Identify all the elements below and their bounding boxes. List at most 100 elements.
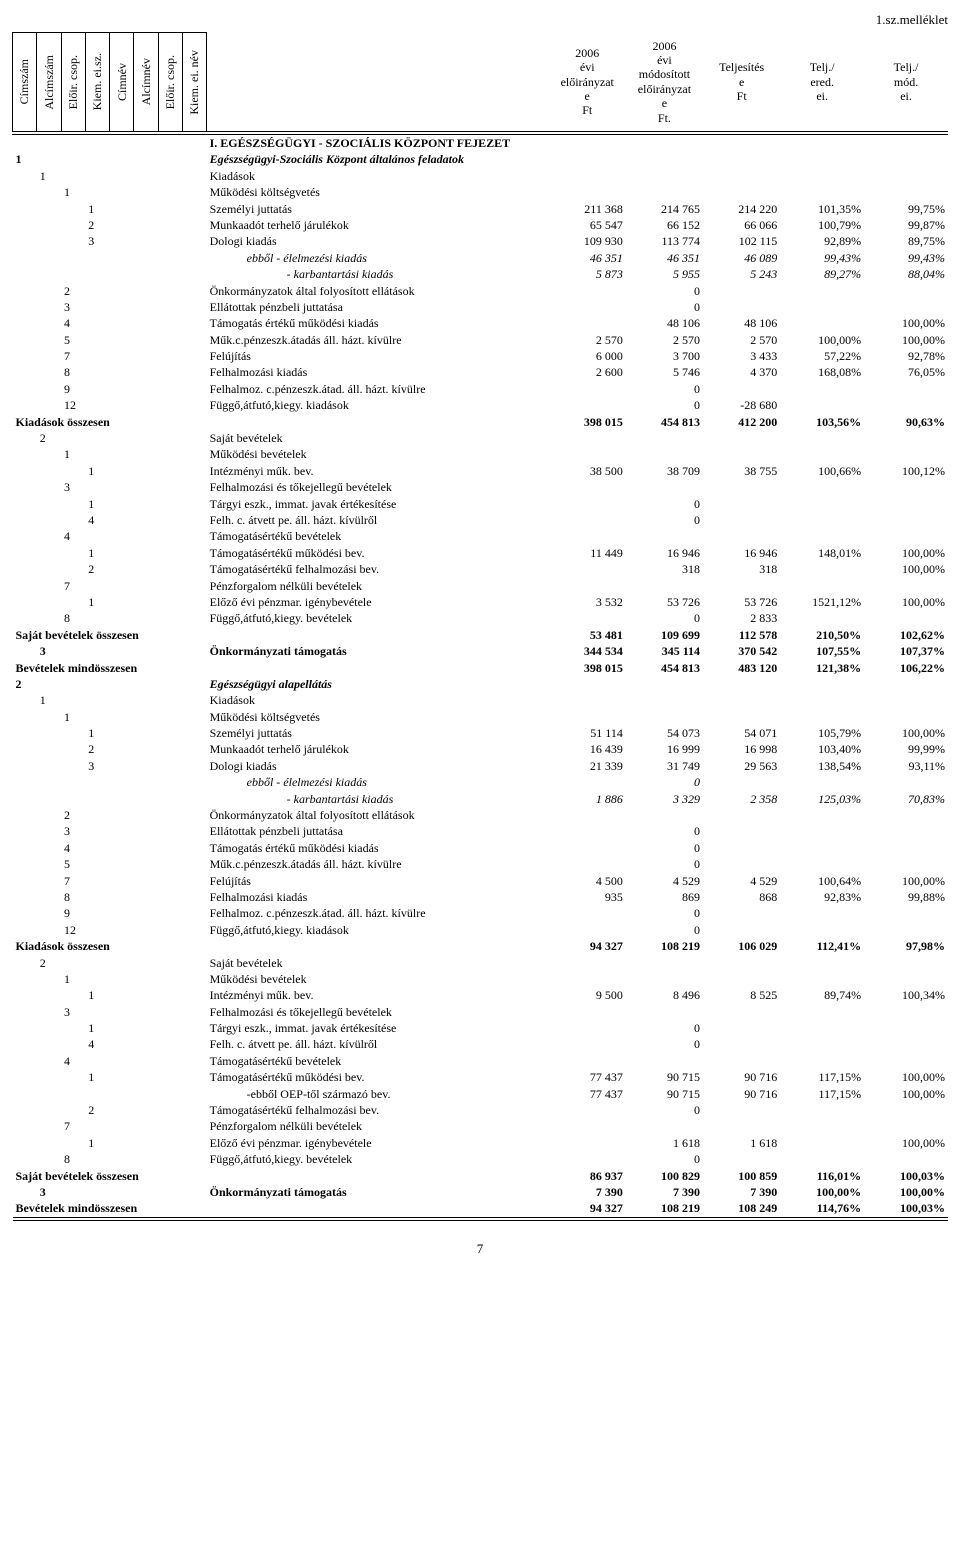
idx-cell bbox=[13, 1184, 37, 1200]
idx-cell bbox=[134, 709, 158, 725]
idx-cell bbox=[158, 971, 182, 987]
idx-cell bbox=[85, 840, 109, 856]
table-row: Kiadások összesen94 327108 219106 029112… bbox=[13, 938, 949, 954]
idx-cell: 1 bbox=[61, 446, 85, 462]
total-label: Bevételek mindösszesen bbox=[13, 660, 549, 676]
label-cell: Függő,átfutó,kiegy. bevételek bbox=[207, 1151, 549, 1167]
value-cell: 0 bbox=[626, 283, 703, 299]
idx-cell bbox=[110, 774, 134, 790]
idx-cell bbox=[182, 774, 206, 790]
idx-cell bbox=[158, 725, 182, 741]
value-cell bbox=[780, 168, 864, 184]
idx-cell bbox=[182, 889, 206, 905]
table-row: ebből - élelmezési kiadás0 bbox=[13, 774, 949, 790]
value-cell: 345 114 bbox=[626, 643, 703, 659]
value-cell: 29 563 bbox=[703, 758, 780, 774]
value-cell bbox=[703, 905, 780, 921]
value-cell bbox=[703, 299, 780, 315]
idx-cell bbox=[110, 741, 134, 757]
idx-cell bbox=[13, 1086, 37, 1102]
col-header-c4: Telj./ered.ei. bbox=[780, 33, 864, 134]
label-cell: I. EGÉSZSÉGÜGYI - SZOCIÁLIS KÖZPONT FEJE… bbox=[207, 133, 549, 151]
total-label: Bevételek mindösszesen bbox=[13, 1200, 549, 1218]
idx-cell bbox=[134, 1020, 158, 1036]
idx-cell bbox=[37, 873, 61, 889]
label-cell: Saját bevételek bbox=[207, 430, 549, 446]
value-cell: 100,00% bbox=[864, 332, 948, 348]
idx-cell bbox=[61, 463, 85, 479]
value-cell: 103,40% bbox=[780, 741, 864, 757]
label-cell: Munkaadót terhelő járulékok bbox=[207, 741, 549, 757]
idx-cell bbox=[13, 922, 37, 938]
value-cell: 99,88% bbox=[864, 889, 948, 905]
idx-cell bbox=[134, 725, 158, 741]
label-cell: Dologi kiadás bbox=[207, 758, 549, 774]
idx-cell bbox=[134, 791, 158, 807]
value-cell: 398 015 bbox=[549, 660, 626, 676]
value-cell: 0 bbox=[626, 610, 703, 626]
idx-cell bbox=[37, 709, 61, 725]
value-cell: 53 481 bbox=[549, 627, 626, 643]
idx-cell bbox=[134, 1118, 158, 1134]
idx-cell bbox=[182, 971, 206, 987]
value-cell: 3 700 bbox=[626, 348, 703, 364]
value-cell bbox=[549, 676, 626, 692]
idx-cell bbox=[37, 1053, 61, 1069]
table-row: 2Munkaadót terhelő járulékok16 43916 999… bbox=[13, 741, 949, 757]
col-header-c2: 2006évimódosítottelőirányzateFt. bbox=[626, 33, 703, 134]
value-cell bbox=[780, 283, 864, 299]
idx-cell bbox=[37, 922, 61, 938]
idx-cell bbox=[37, 725, 61, 741]
idx-cell bbox=[13, 840, 37, 856]
idx-cell bbox=[182, 332, 206, 348]
value-cell bbox=[626, 184, 703, 200]
value-cell: 107,37% bbox=[864, 643, 948, 659]
idx-cell bbox=[182, 463, 206, 479]
value-cell: 53 726 bbox=[626, 594, 703, 610]
idx-cell bbox=[182, 315, 206, 331]
idx-cell bbox=[37, 1102, 61, 1118]
value-cell: 103,56% bbox=[780, 414, 864, 430]
idx-cell: 3 bbox=[61, 1004, 85, 1020]
idx-cell bbox=[134, 955, 158, 971]
label-cell: Pénzforgalom nélküli bevételek bbox=[207, 578, 549, 594]
value-cell bbox=[780, 299, 864, 315]
idx-cell bbox=[182, 283, 206, 299]
idx-cell bbox=[182, 348, 206, 364]
idx-cell bbox=[182, 1118, 206, 1134]
idx-cell bbox=[37, 1004, 61, 1020]
idx-cell bbox=[13, 1102, 37, 1118]
table-row: 2Önkormányzatok által folyosított ellátá… bbox=[13, 283, 949, 299]
label-cell: Támogatásértékű bevételek bbox=[207, 528, 549, 544]
idx-cell bbox=[110, 233, 134, 249]
idx-cell bbox=[134, 774, 158, 790]
idx-cell bbox=[37, 610, 61, 626]
value-cell bbox=[626, 479, 703, 495]
idx-cell bbox=[182, 1004, 206, 1020]
header-spacer bbox=[207, 33, 549, 134]
idx-cell bbox=[13, 692, 37, 708]
idx-cell bbox=[134, 971, 158, 987]
value-cell: 4 529 bbox=[626, 873, 703, 889]
value-cell: 16 999 bbox=[626, 741, 703, 757]
value-cell: 100,00% bbox=[864, 873, 948, 889]
value-cell bbox=[703, 692, 780, 708]
idx-cell bbox=[13, 250, 37, 266]
value-cell: 211 368 bbox=[549, 201, 626, 217]
idx-cell bbox=[158, 151, 182, 167]
value-cell: 1521,12% bbox=[780, 594, 864, 610]
vert-header-1: Alcímszám bbox=[37, 33, 61, 134]
idx-cell bbox=[85, 807, 109, 823]
value-cell: 121,38% bbox=[780, 660, 864, 676]
idx-cell bbox=[134, 364, 158, 380]
idx-cell bbox=[13, 479, 37, 495]
idx-cell: 3 bbox=[61, 823, 85, 839]
table-row: 1Intézményi műk. bev.9 5008 4968 52589,7… bbox=[13, 987, 949, 1003]
idx-cell bbox=[110, 1135, 134, 1151]
table-row: 2Saját bevételek bbox=[13, 955, 949, 971]
value-cell bbox=[626, 1118, 703, 1134]
value-cell bbox=[780, 823, 864, 839]
idx-cell bbox=[13, 709, 37, 725]
value-cell bbox=[549, 496, 626, 512]
idx-cell: 1 bbox=[85, 987, 109, 1003]
